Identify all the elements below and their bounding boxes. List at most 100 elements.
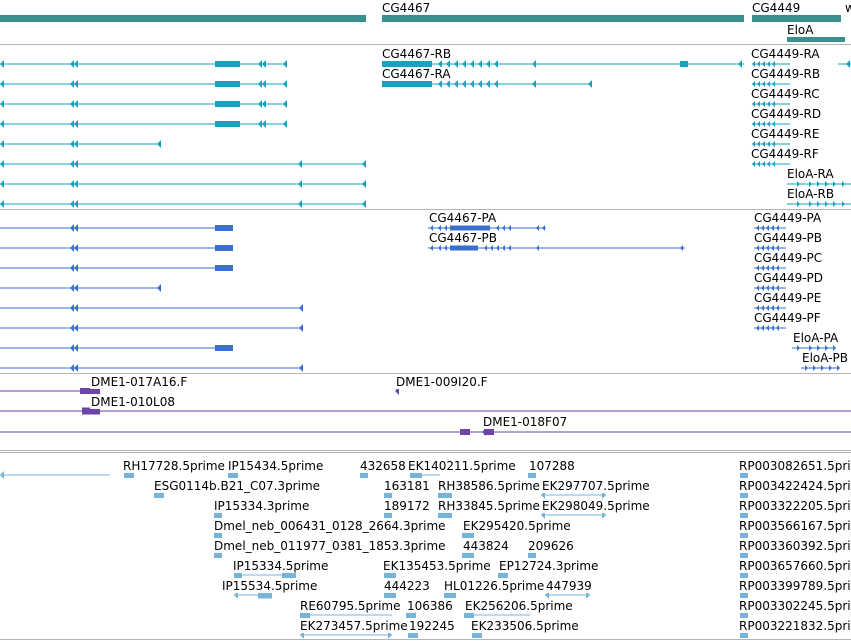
- cdna-label: 447939: [545, 579, 593, 593]
- cdna-block: [528, 472, 536, 478]
- cdna-label: HL01226.5prime: [443, 579, 546, 593]
- cdna-block: [154, 492, 164, 498]
- strand-arrow-left: [761, 325, 764, 331]
- strand-arrow-left: [0, 100, 4, 108]
- strand-arrow-left: [258, 120, 262, 128]
- strand-arrow-left: [74, 304, 78, 312]
- strand-arrow-left: [771, 265, 774, 271]
- strand-arrow-left: [74, 80, 78, 88]
- strand-arrow-left: [234, 591, 238, 599]
- strand-arrow-left: [298, 180, 302, 188]
- strand-arrow-left: [494, 80, 498, 88]
- strand-arrow-left: [766, 265, 769, 271]
- protein-exon: [215, 245, 233, 251]
- protein-exon: [450, 225, 490, 231]
- strand-arrow-left: [771, 245, 774, 251]
- strand-arrow-left: [762, 121, 765, 127]
- strand-arrow-left: [680, 245, 683, 251]
- strand-arrow-left: [262, 100, 266, 108]
- strand-arrow-left: [542, 225, 545, 231]
- clone-block: [484, 429, 494, 435]
- strand-arrow-left: [444, 245, 447, 251]
- gene-feature-eloa[interactable]: [787, 37, 845, 42]
- cdna-block: [438, 512, 452, 518]
- strand-arrow-right: [797, 201, 800, 207]
- strand-arrow-left: [74, 120, 78, 128]
- strand-arrow-left: [438, 60, 442, 68]
- cdna-block: [740, 612, 748, 618]
- track-divider: [0, 639, 851, 640]
- strand-arrow-left: [258, 80, 262, 88]
- cdna-block: [498, 572, 508, 578]
- cdna-label: ESG0114b.B21_C07.3prime: [153, 479, 322, 493]
- cdna-block: [258, 591, 272, 599]
- clone-block: [80, 388, 100, 394]
- strand-arrow-left: [70, 200, 74, 208]
- cdna-block: [740, 492, 748, 498]
- strand-arrow-left: [70, 304, 74, 312]
- strand-arrow-right: [837, 365, 840, 371]
- strand-arrow-left: [438, 225, 441, 231]
- strand-arrow-left: [756, 285, 759, 291]
- cdna-block: [408, 632, 418, 638]
- strand-arrow-left: [438, 80, 442, 88]
- cdna-block: [472, 632, 482, 638]
- strand-arrow-left: [776, 265, 779, 271]
- strand-arrow-left: [74, 180, 78, 188]
- strand-arrow-left: [395, 387, 399, 395]
- strand-arrow-left: [362, 180, 366, 188]
- cdna-label: 209626: [527, 539, 575, 553]
- cdna-label: 107288: [528, 459, 576, 473]
- cdna-label: RP003302245.5prime: [738, 599, 851, 613]
- protein-label: CG4449-PC: [753, 251, 824, 265]
- strand-arrow-left: [541, 491, 545, 499]
- cdna-block: [464, 612, 474, 618]
- transcript-label: CG4449-RB: [750, 67, 822, 81]
- strand-arrow-right: [825, 345, 828, 351]
- strand-arrow-left: [761, 265, 764, 271]
- cdna-label: IP15334.5prime: [232, 559, 330, 573]
- strand-arrow-left: [0, 160, 4, 168]
- strand-arrow-left: [446, 60, 450, 68]
- strand-arrow-right: [833, 181, 836, 187]
- strand-arrow-left: [771, 285, 774, 291]
- strand-arrow-left: [70, 244, 74, 252]
- strand-arrow-right: [805, 365, 808, 371]
- protein-label: EloA-PA: [792, 331, 840, 345]
- strand-arrow-left: [0, 471, 4, 479]
- strand-arrow-left: [767, 161, 770, 167]
- strand-arrow-left: [771, 225, 774, 231]
- gene-label-w: w: [844, 1, 851, 15]
- protein-label: CG4449-PA: [753, 211, 823, 225]
- strand-arrow-left: [362, 200, 366, 208]
- strand-arrow-left: [70, 264, 74, 272]
- strand-arrow-left: [0, 60, 4, 68]
- strand-arrow-left: [761, 305, 764, 311]
- strand-arrow-left: [502, 245, 505, 251]
- strand-arrow-right: [842, 201, 845, 207]
- strand-arrow-left: [762, 81, 765, 87]
- strand-arrow-left: [496, 225, 499, 231]
- strand-arrow-left: [536, 245, 539, 251]
- gene-feature-left[interactable]: [0, 15, 366, 22]
- strand-arrow-right: [797, 345, 800, 351]
- strand-arrow-left: [70, 284, 74, 292]
- strand-arrow-left: [756, 265, 759, 271]
- strand-arrow-left: [738, 60, 742, 68]
- gene-feature-cg4449[interactable]: [752, 15, 841, 22]
- strand-arrow-left: [430, 245, 433, 251]
- strand-arrow-left: [484, 245, 487, 251]
- strand-arrow-left: [752, 61, 755, 67]
- strand-arrow-left: [430, 225, 433, 231]
- gene-feature-cg4467[interactable]: [382, 15, 744, 22]
- strand-arrow-left: [776, 285, 779, 291]
- cdna-label: RH17728.5prime: [122, 459, 226, 473]
- cdna-block: [740, 632, 748, 638]
- protein-label: CG4449-PE: [753, 291, 823, 305]
- strand-arrow-left: [767, 141, 770, 147]
- cdna-label: EK140211.5prime: [407, 459, 517, 473]
- transcript-exon: [382, 81, 432, 87]
- strand-arrow-left: [752, 101, 755, 107]
